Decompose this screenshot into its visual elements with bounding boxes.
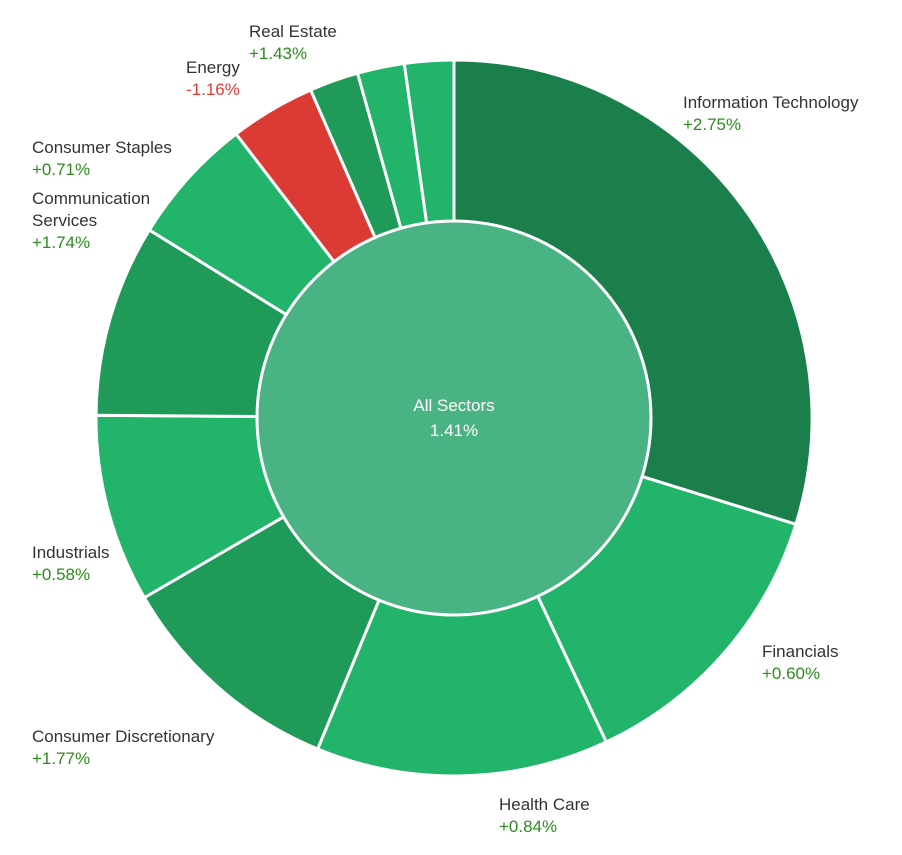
label-health-care: Health Care bbox=[499, 795, 590, 814]
value-energy: -1.16% bbox=[186, 80, 240, 99]
label-real-estate: Real Estate bbox=[249, 22, 337, 41]
sector-labels: Information Technology +2.75% Financials +0… bbox=[32, 22, 859, 836]
value-industrials: +0.58% bbox=[32, 565, 90, 584]
label-communication-services-line-2: Services bbox=[32, 211, 97, 230]
label-information-technology: Information Technology bbox=[683, 93, 859, 112]
center-disc bbox=[255, 219, 653, 617]
label-communication-services-line-1: Communication bbox=[32, 189, 150, 208]
value-real-estate: +1.43% bbox=[249, 44, 307, 63]
value-communication-services: +1.74% bbox=[32, 233, 90, 252]
label-financials: Financials bbox=[762, 642, 839, 661]
label-industrials: Industrials bbox=[32, 543, 109, 562]
value-consumer-staples: +0.71% bbox=[32, 160, 90, 179]
label-consumer-discretionary: Consumer Discretionary bbox=[32, 727, 215, 746]
value-information-technology: +2.75% bbox=[683, 115, 741, 134]
value-consumer-discretionary: +1.77% bbox=[32, 749, 90, 768]
value-health-care: +0.84% bbox=[499, 817, 557, 836]
label-consumer-staples: Consumer Staples bbox=[32, 138, 172, 157]
value-financials: +0.60% bbox=[762, 664, 820, 683]
center-label-name: All Sectors bbox=[413, 396, 494, 415]
center-label-value: 1.41% bbox=[430, 421, 478, 440]
label-energy: Energy bbox=[186, 58, 240, 77]
